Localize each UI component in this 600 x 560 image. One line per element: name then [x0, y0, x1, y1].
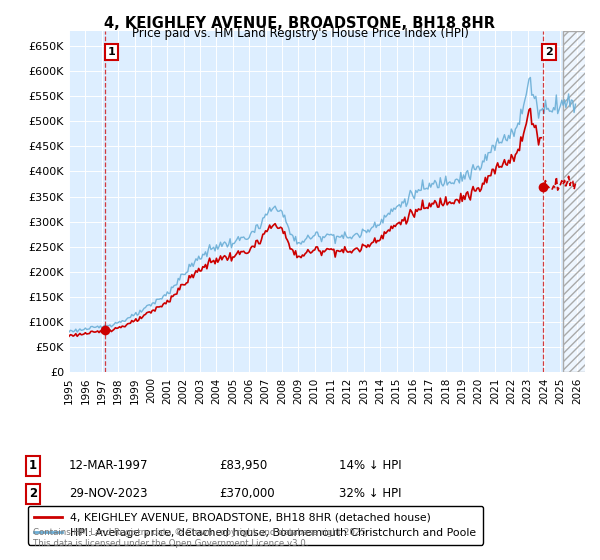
Text: 14% ↓ HPI: 14% ↓ HPI — [339, 459, 401, 473]
Text: 32% ↓ HPI: 32% ↓ HPI — [339, 487, 401, 501]
Text: 1: 1 — [107, 47, 115, 57]
Text: £370,000: £370,000 — [219, 487, 275, 501]
Legend: 4, KEIGHLEY AVENUE, BROADSTONE, BH18 8HR (detached house), HPI: Average price, d: 4, KEIGHLEY AVENUE, BROADSTONE, BH18 8HR… — [28, 506, 483, 545]
Text: 2: 2 — [29, 487, 37, 501]
Text: 4, KEIGHLEY AVENUE, BROADSTONE, BH18 8HR: 4, KEIGHLEY AVENUE, BROADSTONE, BH18 8HR — [104, 16, 496, 31]
Text: Contains HM Land Registry data © Crown copyright and database right 2025.
This d: Contains HM Land Registry data © Crown c… — [33, 528, 368, 548]
Bar — [563, 31, 600, 372]
Text: Price paid vs. HM Land Registry's House Price Index (HPI): Price paid vs. HM Land Registry's House … — [131, 27, 469, 40]
Text: 29-NOV-2023: 29-NOV-2023 — [69, 487, 148, 501]
Text: 12-MAR-1997: 12-MAR-1997 — [69, 459, 149, 473]
Text: 1: 1 — [29, 459, 37, 473]
Bar — [563, 31, 600, 372]
Text: 2: 2 — [545, 47, 553, 57]
Text: £83,950: £83,950 — [219, 459, 267, 473]
